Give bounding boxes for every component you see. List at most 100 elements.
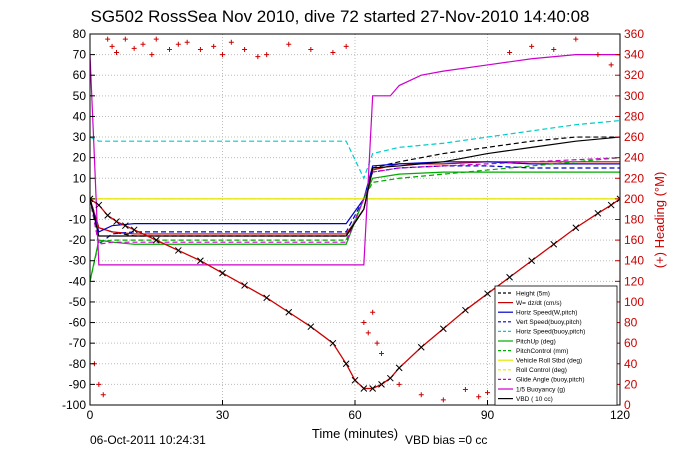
legend-label: 1/5 Buoyancy (g) (516, 386, 565, 393)
legend-label: Vehicle Roll Stbd (deg) (516, 358, 582, 365)
heading-point (608, 62, 614, 68)
right-y-tick-label: 240 (624, 151, 644, 165)
y-tick-label: -70 (69, 336, 87, 350)
legend-label: PitchUp (deg) (516, 338, 556, 345)
heading-point (264, 52, 270, 58)
heading-point (184, 39, 190, 45)
depth-point (386, 374, 394, 382)
right-y-tick-label: 280 (624, 109, 644, 123)
right-y-tick-label: 360 (624, 27, 644, 41)
heading-point (140, 41, 146, 47)
y-tick-label: -90 (69, 377, 87, 391)
depth-point (342, 360, 350, 368)
right-axis-label: (+) Heading (°M) (652, 172, 667, 269)
axes: 0 30 60 90 12080706050403020100-10-20-30-40-… (62, 27, 644, 422)
right-y-tick-label: 100 (624, 295, 644, 309)
heading-point (167, 46, 172, 52)
x-tick-label: 90 (481, 408, 495, 422)
depth-point (90, 195, 94, 203)
depth-point (241, 282, 248, 289)
legend-label: Height (5m) (516, 290, 550, 297)
heading-point (175, 41, 181, 47)
right-y-tick-label: 40 (624, 357, 638, 371)
legend-box (494, 285, 618, 406)
heading-point (153, 36, 159, 42)
heading-point (370, 309, 376, 315)
heading-point (330, 50, 336, 56)
right-y-tick-label: 260 (624, 130, 644, 144)
depth-point (263, 294, 271, 302)
heading-point (228, 39, 234, 45)
depth-point (130, 226, 138, 234)
legend-label: Horiz Speed(buoy,pitch) (516, 329, 585, 336)
depth-point (329, 339, 337, 347)
depth-point (594, 209, 602, 217)
plot-area (90, 36, 620, 403)
y-tick-label: 0 (79, 192, 86, 206)
heading-point (114, 50, 119, 56)
legend-label: Horiz Speed(W,pitch) (516, 310, 577, 317)
footer-timestamp: 06-Oct-2011 10:24:31 (90, 433, 206, 447)
heading-point (211, 43, 217, 49)
heading-point (551, 46, 557, 52)
depth-point (395, 364, 403, 372)
y-tick-label: -20 (69, 233, 87, 247)
legend: Height (5m) W= dz/dt (cm/s) Horiz Speed(W,… (494, 285, 618, 406)
heading-point (105, 36, 111, 42)
right-y-tick-label: 80 (624, 316, 638, 330)
x-axis-label: Time (minutes) (312, 426, 398, 441)
heading-point (122, 36, 128, 42)
depth-point (462, 306, 469, 314)
heading-point (595, 52, 601, 58)
right-y-tick-label: 140 (624, 254, 644, 268)
legend-label: VBD ( 10 cc) (516, 396, 553, 403)
series-line-height-5m (90, 136, 620, 237)
x-tick-label: 30 (216, 408, 230, 422)
y-tick-label: 80 (73, 27, 87, 41)
right-y-tick-label: 160 (624, 233, 644, 247)
heading-point (485, 390, 490, 396)
heading-point (131, 45, 137, 51)
heading-point (361, 320, 367, 326)
depth-point (219, 269, 226, 277)
y-tick-label: 70 (73, 48, 87, 62)
heading-point (343, 43, 349, 49)
depth-point (439, 325, 447, 333)
series-line-w-dz-dt-cm-s (90, 161, 620, 235)
heading-point (462, 387, 468, 393)
series-layer (90, 36, 620, 403)
depth-point (351, 376, 359, 384)
legend-label: Roll Control (deg) (516, 367, 567, 374)
right-y-tick-label: 20 (624, 377, 638, 391)
y-tick-label: -50 (69, 295, 87, 309)
footer-vbd-bias: VBD bias =0 cc (405, 433, 487, 447)
legend-label: W= dz/dt (cm/s) (516, 300, 562, 307)
depth-point (360, 385, 368, 392)
right-y-tick-label: 180 (624, 213, 644, 227)
right-y-tick-label: 0 (624, 398, 631, 412)
legend-label: PitchControl (mm) (516, 348, 568, 355)
depth-point (417, 343, 425, 351)
depth-point (607, 201, 615, 209)
heading-point (573, 36, 579, 42)
depth-point (484, 290, 491, 298)
heading-point (396, 381, 402, 387)
heading-point (418, 392, 424, 398)
series-line-horiz-speed-buoy-pitch (90, 119, 620, 180)
y-tick-label: 10 (73, 171, 87, 185)
y-tick-label: -80 (69, 357, 87, 371)
right-y-tick-label: 60 (624, 336, 638, 350)
heading-point (507, 50, 513, 56)
y-tick-label: -40 (69, 274, 87, 288)
right-y-tick-label: 300 (624, 89, 644, 103)
heading-point (149, 52, 155, 58)
depth-point (369, 385, 377, 392)
y-tick-label: 20 (73, 151, 87, 165)
series-line-pitchcontrol-mm (90, 157, 620, 282)
series-line-1-5-buoyancy-g (90, 54, 620, 266)
heading-point (374, 340, 380, 346)
series-line-vert-speed-buoy-pitch (90, 165, 620, 246)
heading-point (308, 46, 314, 52)
y-tick-label: -30 (69, 254, 87, 268)
series-line-pitchup-deg (90, 171, 620, 282)
